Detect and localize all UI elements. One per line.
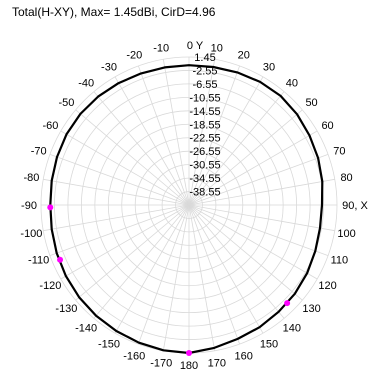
radial-tick-label: 1.45 (194, 52, 215, 64)
angle-tick-label: -160 (123, 350, 145, 362)
grid-spoke-240 (60, 204, 190, 280)
angle-tick-label: 80 (340, 172, 352, 184)
angle-tick-label: 180 (180, 360, 198, 372)
grid-spoke-30 (188, 76, 264, 206)
grid-spoke-310 (75, 109, 190, 206)
grid-spoke-190 (162, 204, 190, 351)
radial-tick-label: -2.55 (192, 65, 217, 77)
angle-tick-label: 130 (302, 303, 320, 315)
angle-tick-label: -80 (23, 172, 39, 184)
angle-tick-label: 160 (235, 350, 253, 362)
angle-tick-label: 50 (305, 97, 317, 109)
angle-tick-label: -90 (21, 200, 37, 212)
grid-spoke-100 (188, 204, 335, 232)
angle-tick-label: -170 (150, 358, 172, 370)
radial-tick-label: -38.55 (189, 187, 220, 199)
grid-spoke-330 (114, 76, 190, 206)
grid-spoke-320 (93, 91, 190, 206)
angle-tick-label: 70 (333, 145, 345, 157)
radial-tick-label: -6.55 (192, 79, 217, 91)
grid-spoke-60 (188, 130, 318, 206)
grid-spoke-300 (60, 130, 190, 206)
angle-tick-label: -20 (126, 50, 142, 62)
grid-spoke-210 (114, 204, 190, 334)
angle-tick-label: -100 (20, 228, 42, 240)
radial-tick-label: -26.55 (189, 146, 220, 158)
angle-tick-label: 0 Y (187, 40, 204, 52)
grid-spoke-220 (93, 204, 190, 319)
radial-tick-label: -34.55 (189, 173, 220, 185)
radial-tick-label: -10.55 (189, 92, 220, 104)
angle-tick-label: 60 (321, 120, 333, 132)
grid-spoke-150 (188, 204, 264, 334)
grid-spoke-10 (188, 59, 216, 206)
grid-spoke-290 (49, 154, 190, 206)
grid-spoke-260 (43, 204, 190, 232)
grid-spoke-230 (75, 204, 190, 301)
angle-tick-label: 10 (211, 42, 223, 54)
radial-tick-label: -22.55 (189, 133, 220, 145)
radial-tick-label: -14.55 (189, 106, 220, 118)
grid-spoke-20 (188, 65, 240, 206)
grid-spoke-140 (188, 204, 285, 319)
marker-point-2 (47, 204, 54, 211)
grid-spoke-110 (188, 204, 329, 256)
grid-spoke-50 (188, 109, 303, 206)
angle-tick-label: 100 (337, 228, 355, 240)
angle-tick-label: -70 (31, 145, 47, 157)
angle-tick-label: -50 (58, 97, 74, 109)
grid-spoke-200 (138, 204, 190, 345)
grid-spoke-350 (162, 59, 190, 206)
grid-spoke-280 (43, 178, 190, 206)
angle-tick-label: -120 (39, 280, 61, 292)
grid-spoke-160 (188, 204, 240, 345)
radial-tick-label: -18.55 (189, 119, 220, 131)
angle-tick-label: 150 (260, 339, 278, 351)
angle-tick-label: 120 (318, 280, 336, 292)
angle-tick-label: 110 (331, 255, 349, 267)
angle-tick-label: -130 (55, 303, 77, 315)
grid-spoke-170 (188, 204, 216, 351)
radial-tick-label: -30.55 (189, 160, 220, 172)
angle-tick-label: -40 (78, 77, 94, 89)
angle-tick-label: -150 (98, 339, 120, 351)
grid-spoke-130 (188, 204, 303, 301)
grid-spoke-250 (49, 204, 190, 256)
angle-tick-label: -10 (153, 42, 169, 54)
angle-tick-label: 30 (263, 61, 275, 73)
angle-tick-label: 170 (208, 358, 226, 370)
angle-tick-label: -140 (75, 323, 97, 335)
grid-spoke-70 (188, 154, 329, 206)
angle-tick-label: 140 (283, 323, 301, 335)
chart-title: Total(H-XY), Max= 1.45dBi, CirD=4.96 (12, 5, 216, 19)
marker-point-0 (186, 350, 192, 356)
angle-tick-label: 40 (286, 77, 298, 89)
angle-tick-label: -30 (101, 61, 117, 73)
grid-spoke-120 (188, 204, 318, 280)
angle-tick-label: -60 (42, 120, 58, 132)
grid-spoke-340 (138, 65, 190, 206)
grid-spoke-80 (188, 178, 335, 206)
angle-tick-label: 90, X (342, 200, 368, 212)
marker-point-1 (284, 300, 291, 307)
angle-tick-label: 20 (238, 50, 250, 62)
grid-spoke-40 (188, 91, 285, 206)
marker-point-3 (57, 256, 64, 263)
angle-tick-label: -110 (28, 255, 49, 267)
